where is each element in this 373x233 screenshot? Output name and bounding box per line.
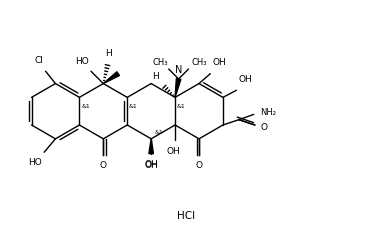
Polygon shape [175,79,181,97]
Text: OH: OH [166,147,180,156]
Text: H: H [105,49,112,58]
Polygon shape [103,72,119,84]
Polygon shape [149,139,153,154]
Text: H: H [153,72,159,82]
Text: Cl: Cl [35,56,44,65]
Text: OH: OH [212,58,226,67]
Text: &1: &1 [177,104,186,110]
Text: CH₃: CH₃ [153,58,168,67]
Text: O: O [100,161,107,170]
Text: HCl: HCl [178,211,195,221]
Text: OH: OH [144,160,158,169]
Text: OH: OH [238,75,252,84]
Text: O: O [195,161,203,170]
Text: &1: &1 [129,104,138,110]
Text: &1: &1 [155,130,163,135]
Text: OH: OH [144,161,158,170]
Text: O: O [260,123,267,132]
Text: HO: HO [75,57,89,66]
Text: CH₃: CH₃ [191,58,207,67]
Text: &1: &1 [82,104,91,110]
Text: NH₂: NH₂ [260,108,276,117]
Text: HO: HO [28,158,42,167]
Text: N: N [175,65,182,75]
